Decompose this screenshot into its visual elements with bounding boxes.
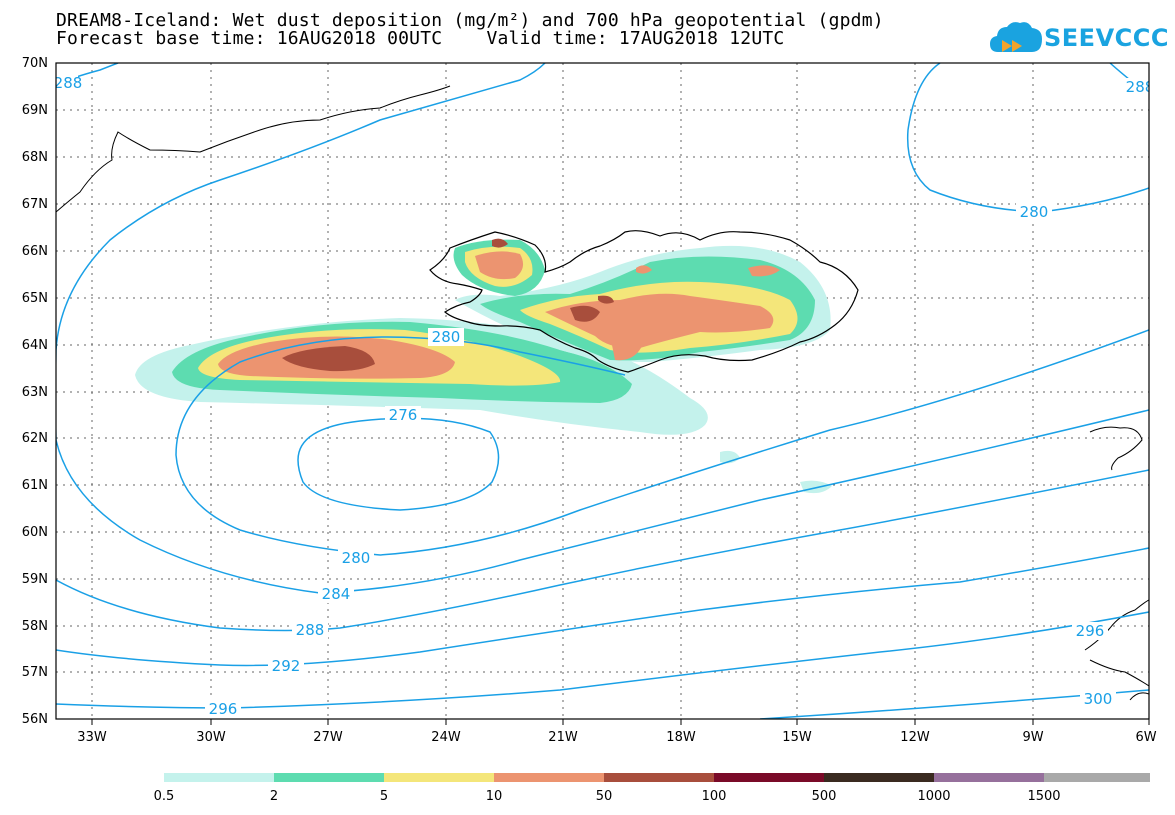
- contour-288: [56, 469, 1149, 632]
- logo-text: SEEVCCC: [1044, 24, 1169, 52]
- lon-label: 9W: [1022, 730, 1044, 745]
- deposition-10-area: [475, 251, 524, 280]
- colorbar-label: 1000: [917, 789, 951, 804]
- lon-label: 6W: [1135, 730, 1157, 745]
- lat-label: 56N: [21, 712, 48, 727]
- contour-label: 280: [432, 328, 461, 346]
- lat-label: 63N: [21, 385, 48, 400]
- contour-label: 276: [389, 406, 418, 424]
- colorbar-segment: [824, 773, 934, 782]
- deposition-50-area: [570, 295, 614, 322]
- contour-280: [906, 63, 1149, 213]
- lat-label: 62N: [21, 431, 48, 446]
- colorbar-label: 2: [269, 789, 279, 804]
- contour-label: 296: [209, 700, 238, 718]
- lat-label: 66N: [21, 244, 48, 259]
- lon-label: 18W: [666, 730, 696, 745]
- contour-280: [175, 336, 626, 556]
- seevccc-logo: SEEVCCC: [988, 18, 1169, 58]
- lat-label: 69N: [21, 103, 48, 118]
- colorbar-segment: [494, 773, 604, 782]
- lat-label: 58N: [21, 619, 48, 634]
- contour-292: [56, 547, 1149, 667]
- lon-label: 33W: [77, 730, 107, 745]
- lat-label: 70N: [21, 56, 48, 71]
- colorbar-segment: [714, 773, 824, 782]
- lon-label: 27W: [313, 730, 343, 745]
- deposition-0.5-area: [720, 450, 832, 494]
- geopotential-contours: [56, 63, 1149, 719]
- colorbar-segment: [164, 773, 274, 782]
- lat-label: 64N: [21, 338, 48, 353]
- lon-label: 30W: [196, 730, 226, 745]
- colorbar-label: 5: [379, 789, 389, 804]
- plot-frame: [55, 62, 1150, 720]
- colorbar-segment: [384, 773, 494, 782]
- lat-label: 68N: [21, 150, 48, 165]
- colorbar-label: 10: [485, 789, 503, 804]
- contour-280: [379, 329, 1149, 556]
- deposition-50-area: [282, 346, 375, 372]
- deposition-50-area: [492, 238, 508, 248]
- axis-ticks: [91, 719, 1150, 725]
- contour-label: 288: [54, 74, 83, 92]
- colorbar-label: 0.5: [153, 789, 175, 804]
- lat-label: 61N: [21, 478, 48, 493]
- faroe-coastline: [1089, 426, 1143, 471]
- contour-labels: 288 288 280 280 276 280 284 288 292 296 …: [54, 74, 1155, 718]
- scotland-coastline: [1084, 599, 1149, 701]
- contour-label: 280: [342, 549, 371, 567]
- contour-284: [56, 63, 1149, 594]
- deposition-10-area: [612, 265, 780, 361]
- map-title-line2: Forecast base time: 16AUG2018 00UTC Vali…: [56, 28, 785, 49]
- contour-label: 296: [1076, 622, 1105, 640]
- iceland-coastline: [429, 230, 859, 373]
- lat-label: 65N: [21, 291, 48, 306]
- contour-276: [297, 417, 500, 511]
- colorbar-label: 50: [595, 789, 613, 804]
- colorbar-segment: [274, 773, 384, 782]
- contour-label: 292: [272, 657, 301, 675]
- lat-label: 59N: [21, 572, 48, 587]
- dust-deposition-field: [135, 238, 832, 494]
- contour-296: [56, 611, 1149, 709]
- colorbar-segment: [604, 773, 714, 782]
- contour-label: 288: [296, 621, 325, 639]
- contour-label: 300: [1084, 690, 1113, 708]
- lat-label: 60N: [21, 525, 48, 540]
- lon-label: 24W: [431, 730, 461, 745]
- colorbar-segment: [934, 773, 1044, 782]
- lon-label: 12W: [900, 730, 930, 745]
- lat-label: 57N: [21, 665, 48, 680]
- lon-label: 15W: [782, 730, 812, 745]
- deposition-10-area: [545, 293, 774, 349]
- colorbar-label: 1500: [1027, 789, 1061, 804]
- contour-label: 280: [1020, 203, 1049, 221]
- contour-label: 288: [1126, 78, 1155, 96]
- colorbar-label: 100: [701, 789, 727, 804]
- contour-label: 284: [322, 585, 351, 603]
- map-title-line1: DREAM8-Iceland: Wet dust deposition (mg/…: [56, 10, 884, 31]
- lon-label: 21W: [548, 730, 578, 745]
- greenland-coastline: [56, 85, 451, 213]
- colorbar-segment: [1044, 773, 1150, 782]
- lat-label: 67N: [21, 197, 48, 212]
- cloud-logo-icon: [990, 22, 1042, 52]
- colorbar-label: 500: [811, 789, 837, 804]
